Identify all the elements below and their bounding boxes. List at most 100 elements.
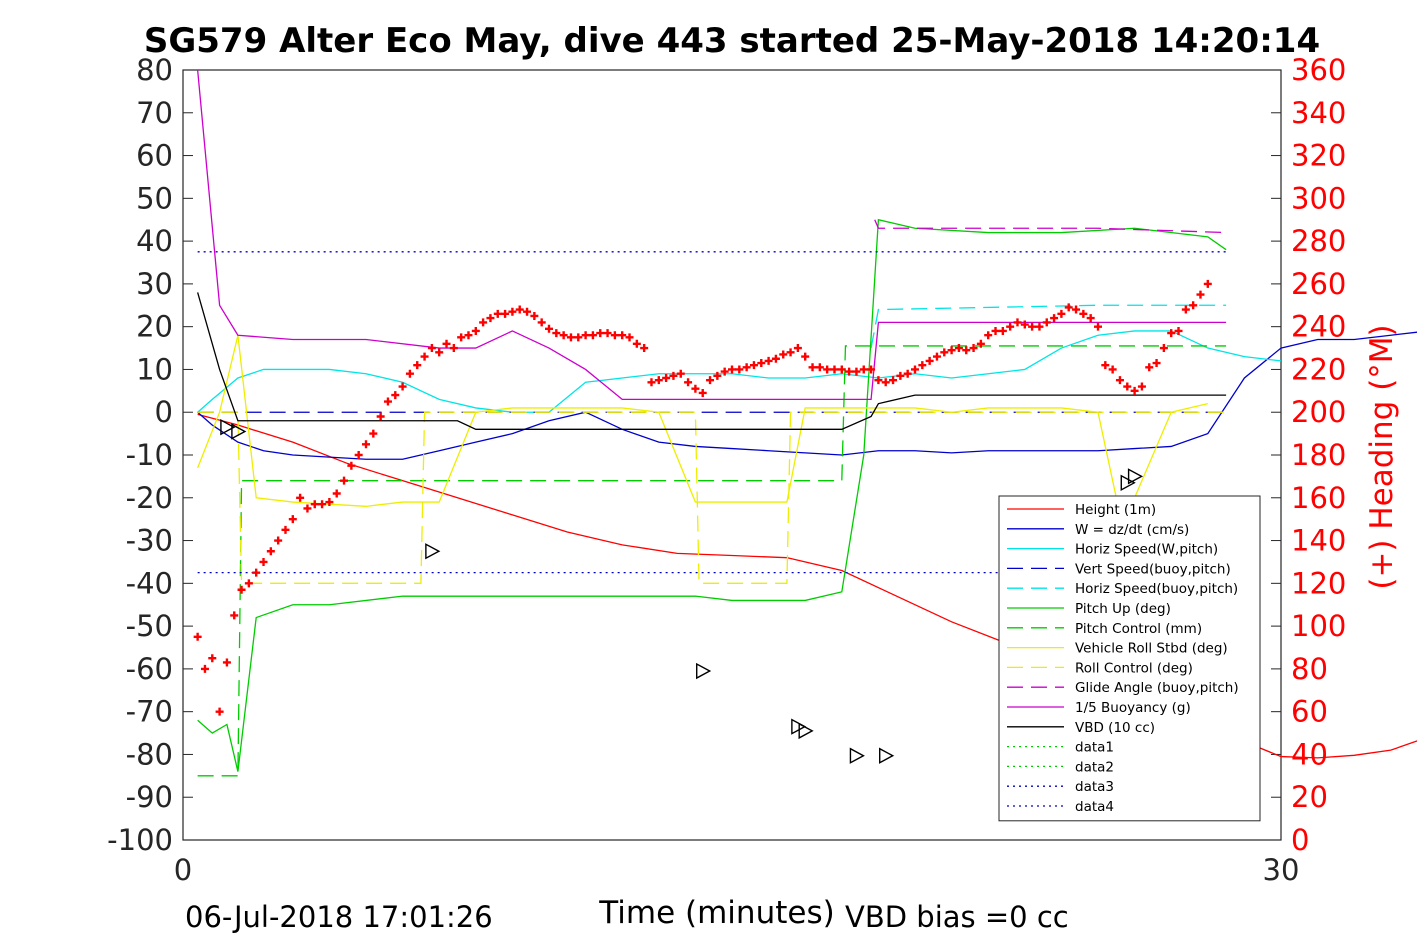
heading-point xyxy=(1130,386,1139,395)
heading-point xyxy=(640,344,649,353)
heading-point xyxy=(742,363,751,372)
turn-markers xyxy=(220,419,1144,764)
heading-point xyxy=(200,664,209,673)
y2-tick-label: 340 xyxy=(1291,96,1346,130)
legend-label-data4: data4 xyxy=(1075,799,1114,815)
legend-label-data1: data1 xyxy=(1075,740,1114,756)
heading-point xyxy=(1108,365,1117,374)
heading-point xyxy=(610,331,619,340)
heading-point xyxy=(852,367,861,376)
heading-point xyxy=(889,376,898,385)
heading-point xyxy=(881,378,890,387)
legend-label-height: Height (1m) xyxy=(1075,502,1156,518)
right-y-axis: 3603403203002802602402202001801601401201… xyxy=(1271,53,1346,857)
heading-point xyxy=(676,369,685,378)
heading-point xyxy=(405,369,414,378)
y-tick-label: 60 xyxy=(136,139,173,173)
series-horiz_speed_w xyxy=(197,330,1282,413)
heading-point xyxy=(823,365,832,374)
y2-tick-label: 180 xyxy=(1291,438,1346,472)
heading-point xyxy=(793,344,802,353)
heading-point xyxy=(1035,322,1044,331)
y2-tick-label: 240 xyxy=(1291,310,1346,344)
heading-point xyxy=(340,476,349,485)
y2-tick-label: 300 xyxy=(1291,181,1346,215)
heading-point xyxy=(662,374,671,382)
heading-point xyxy=(1020,320,1029,329)
footer-vbd-bias: VBD bias =0 cc xyxy=(845,900,1069,934)
heading-point xyxy=(654,376,663,385)
heading-point xyxy=(281,525,290,534)
legend-box xyxy=(998,495,1261,822)
heading-point xyxy=(779,350,788,359)
heading-point xyxy=(1072,305,1081,314)
heading-point xyxy=(771,354,780,363)
series-pitch xyxy=(197,218,1227,772)
heading-point xyxy=(976,339,985,348)
heading-point xyxy=(1006,322,1015,331)
footer-timestamp: 06-Jul-2018 17:01:26 xyxy=(185,900,493,934)
heading-point xyxy=(808,363,817,372)
heading-point xyxy=(274,536,283,545)
heading-point xyxy=(1181,305,1190,314)
heading-point xyxy=(1159,344,1168,353)
heading-point xyxy=(545,324,553,333)
turn-marker xyxy=(425,543,441,560)
heading-point xyxy=(1042,318,1051,327)
legend-label-horiz_speed_buoy: Horiz Speed(buoy,pitch) xyxy=(1075,581,1238,597)
turn-marker xyxy=(1127,468,1144,485)
heading-point xyxy=(896,371,905,380)
series-pitch_control xyxy=(197,345,1227,777)
heading-point xyxy=(1189,301,1198,310)
heading-point xyxy=(222,658,231,667)
heading-point xyxy=(603,329,612,338)
heading-point xyxy=(391,391,400,400)
heading-point xyxy=(442,339,451,348)
heading-point xyxy=(347,461,356,470)
y-tick-label: -100 xyxy=(107,823,173,857)
right-axis-label: (+) Heading (°M) xyxy=(1364,324,1400,589)
heading-point xyxy=(903,369,912,378)
y-tick-label: -90 xyxy=(126,780,173,814)
heading-point xyxy=(215,707,224,716)
legend-label-data3: data3 xyxy=(1075,779,1114,795)
heading-point xyxy=(552,329,561,338)
heading-point xyxy=(706,376,715,385)
heading-point xyxy=(325,498,334,507)
heading-point xyxy=(874,376,883,385)
y-tick-label: 70 xyxy=(136,96,173,130)
heading-point xyxy=(1196,290,1205,299)
turn-marker xyxy=(696,662,712,680)
y-tick-label: 10 xyxy=(136,352,173,386)
heading-point xyxy=(969,344,978,353)
y-tick-label: 0 xyxy=(155,395,173,429)
heading-point xyxy=(1028,322,1037,331)
heading-point xyxy=(435,348,444,357)
y2-tick-label: 140 xyxy=(1291,524,1346,558)
legend-label-vbd: VBD (10 cc) xyxy=(1075,720,1155,736)
series-w xyxy=(197,331,1417,460)
heading-point xyxy=(457,333,466,342)
heading-point xyxy=(493,309,502,318)
y2-tick-label: 360 xyxy=(1291,53,1346,87)
y2-tick-label: 40 xyxy=(1291,737,1328,771)
heading-point xyxy=(669,371,678,380)
heading-point xyxy=(815,363,824,372)
y-tick-label: 30 xyxy=(136,267,173,301)
heading-point xyxy=(749,361,758,370)
y2-tick-label: 320 xyxy=(1291,139,1346,173)
series-vbd xyxy=(197,292,1227,430)
heading-point xyxy=(684,378,693,387)
series-layer xyxy=(196,69,1417,777)
heading-point xyxy=(632,339,641,348)
heading-point xyxy=(735,365,744,374)
heading-point xyxy=(574,333,583,342)
heading-point xyxy=(508,307,517,316)
heading-point xyxy=(581,331,590,340)
y2-tick-label: 100 xyxy=(1291,609,1346,643)
heading-point xyxy=(1086,314,1095,323)
heading-point xyxy=(786,348,795,357)
heading-point xyxy=(362,440,370,449)
heading-point xyxy=(911,365,919,374)
